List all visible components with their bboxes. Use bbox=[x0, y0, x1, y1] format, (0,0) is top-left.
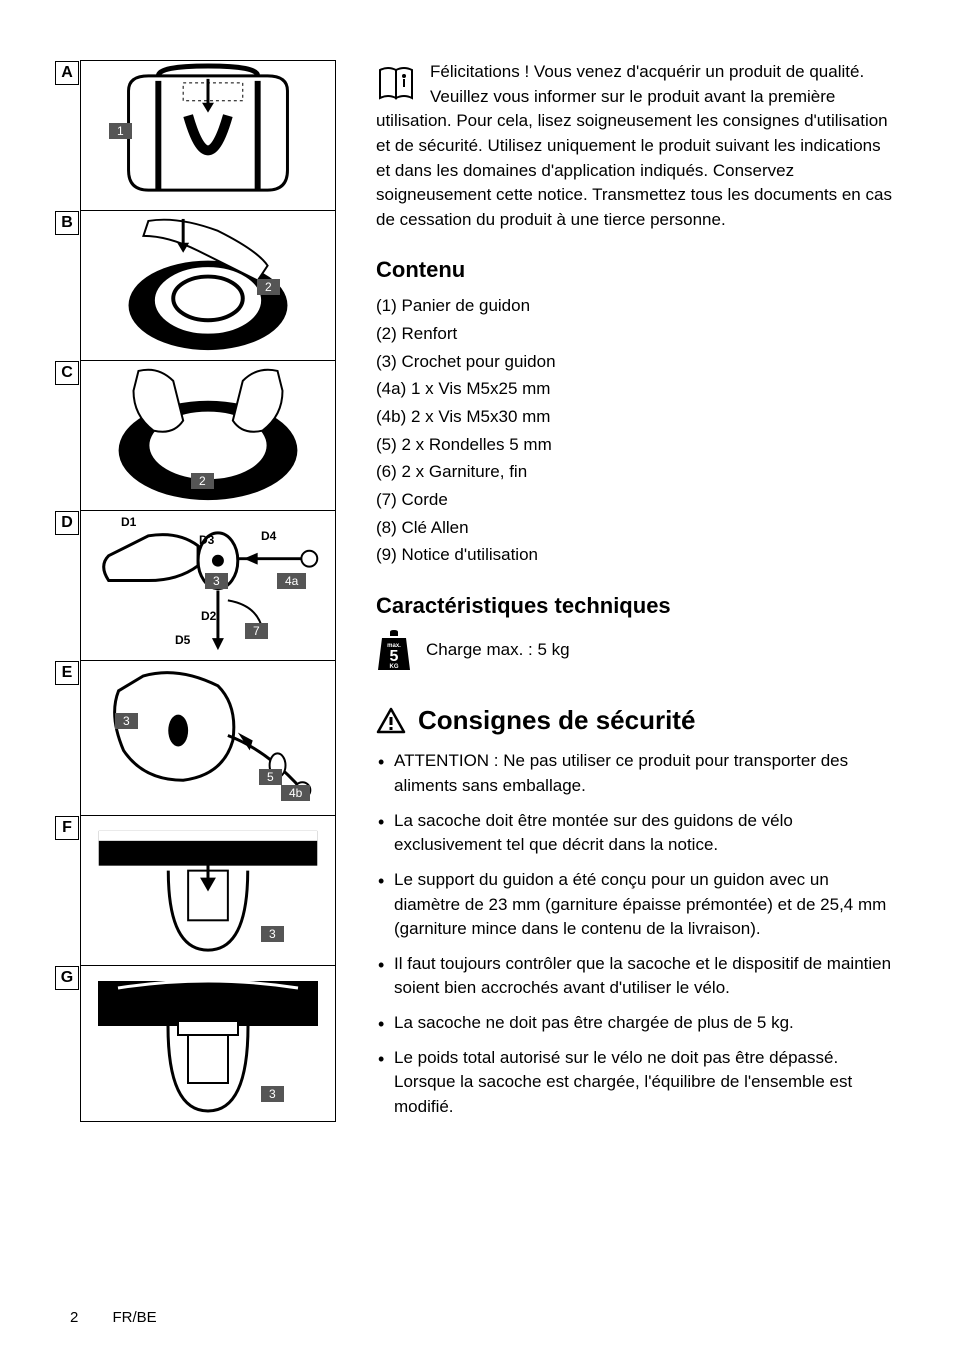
figure-letter: E bbox=[55, 661, 79, 685]
callout-3: 3 bbox=[115, 713, 138, 729]
sublabel-D5: D5 bbox=[175, 633, 190, 647]
heading-safety: Consignes de sécurité bbox=[376, 702, 898, 740]
callout-2: 2 bbox=[257, 279, 280, 295]
list-item: Le poids total autorisé sur le vélo ne d… bbox=[376, 1046, 898, 1120]
manual-icon bbox=[376, 64, 420, 104]
figure-letter: G bbox=[55, 966, 79, 990]
sublabel-D4: D4 bbox=[261, 529, 276, 543]
page-footer: 2 FR/BE bbox=[70, 1309, 157, 1326]
list-item: La sacoche doit être montée sur des guid… bbox=[376, 809, 898, 858]
contents-list: (1) Panier de guidon (2) Renfort (3) Cro… bbox=[376, 294, 898, 567]
sublabel-D1: D1 bbox=[121, 515, 136, 529]
callout-7: 7 bbox=[245, 623, 268, 639]
figure-D: D 3 4a 7 D1 bbox=[81, 511, 335, 661]
list-item: (9) Notice d'utilisation bbox=[376, 543, 898, 568]
list-item: (7) Corde bbox=[376, 488, 898, 513]
figure-C: C 2 bbox=[81, 361, 335, 511]
callout-1: 1 bbox=[109, 123, 132, 139]
safety-list: ATTENTION : Ne pas utiliser ce produit p… bbox=[376, 749, 898, 1119]
page-number: 2 bbox=[70, 1309, 78, 1326]
max-weight-icon: max. 5 KG bbox=[376, 630, 412, 672]
page: A 1 B bbox=[0, 0, 954, 1354]
figure-stack: A 1 B bbox=[80, 60, 336, 1122]
figure-B-illustration bbox=[81, 211, 335, 360]
list-item: (1) Panier de guidon bbox=[376, 294, 898, 319]
text-column: Félicitations ! Vous venez d'acquérir un… bbox=[376, 60, 898, 1130]
list-item: (3) Crochet pour guidon bbox=[376, 350, 898, 375]
heading-contents: Contenu bbox=[376, 254, 898, 286]
figure-letter: F bbox=[55, 816, 79, 840]
callout-2: 2 bbox=[191, 473, 214, 489]
heading-safety-text: Consignes de sécurité bbox=[418, 702, 695, 740]
two-column-layout: A 1 B bbox=[56, 60, 898, 1130]
callout-5: 5 bbox=[259, 769, 282, 785]
list-item: ATTENTION : Ne pas utiliser ce produit p… bbox=[376, 749, 898, 798]
tech-spec-text: Charge max. : 5 kg bbox=[426, 638, 570, 663]
sublabel-D2: D2 bbox=[201, 609, 216, 623]
sublabel-D3: D3 bbox=[199, 533, 214, 547]
list-item: Le support du guidon a été conçu pour un… bbox=[376, 868, 898, 942]
icon-weight-unit: KG bbox=[390, 664, 399, 670]
list-item: La sacoche ne doit pas être chargée de p… bbox=[376, 1011, 898, 1036]
figures-column: A 1 B bbox=[56, 60, 336, 1130]
list-item: (4b) 2 x Vis M5x30 mm bbox=[376, 405, 898, 430]
list-item: (5) 2 x Rondelles 5 mm bbox=[376, 433, 898, 458]
callout-3: 3 bbox=[261, 1086, 284, 1102]
figure-letter: B bbox=[55, 211, 79, 235]
list-item: (2) Renfort bbox=[376, 322, 898, 347]
list-item: Il faut toujours contrôler que la sacoch… bbox=[376, 952, 898, 1001]
figure-G-illustration bbox=[81, 966, 335, 1121]
list-item: (8) Clé Allen bbox=[376, 516, 898, 541]
figure-F: F 3 bbox=[81, 816, 335, 966]
figure-A: A 1 bbox=[81, 61, 335, 211]
warning-icon bbox=[376, 707, 406, 735]
intro-paragraph: Félicitations ! Vous venez d'acquérir un… bbox=[376, 60, 898, 232]
figure-letter: C bbox=[55, 361, 79, 385]
callout-4b: 4b bbox=[281, 785, 310, 801]
figure-F-illustration bbox=[81, 816, 335, 965]
list-item: (6) 2 x Garniture, fin bbox=[376, 460, 898, 485]
heading-tech: Caractéristiques techniques bbox=[376, 590, 898, 622]
figure-B: B 2 bbox=[81, 211, 335, 361]
figure-G: G 3 bbox=[81, 966, 335, 1121]
callout-4a: 4a bbox=[277, 573, 306, 589]
icon-weight-value: 5 bbox=[390, 648, 399, 665]
figure-letter: A bbox=[55, 61, 79, 85]
list-item: (4a) 1 x Vis M5x25 mm bbox=[376, 377, 898, 402]
region-code: FR/BE bbox=[113, 1309, 157, 1326]
callout-3: 3 bbox=[205, 573, 228, 589]
tech-spec-row: max. 5 KG Charge max. : 5 kg bbox=[376, 630, 898, 672]
figure-letter: D bbox=[55, 511, 79, 535]
figure-E: E 3 5 4b bbox=[81, 661, 335, 816]
callout-3: 3 bbox=[261, 926, 284, 942]
